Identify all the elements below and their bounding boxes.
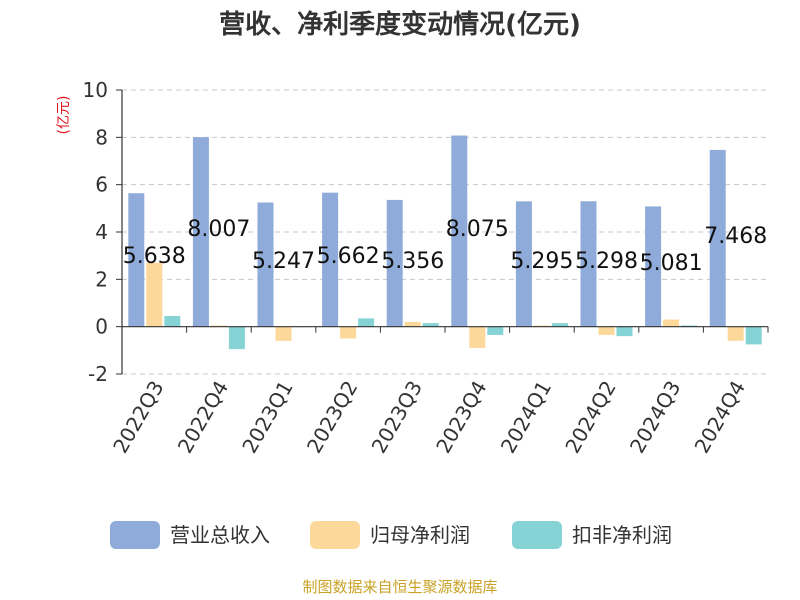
data-label-revenue: 8.007 — [187, 217, 250, 242]
x-tick-label: 2024Q3 — [625, 377, 685, 458]
bar-扣非净利润-2023Q3 — [422, 323, 439, 327]
bar-归母净利润-2023Q2 — [340, 326, 357, 339]
y-tick-labels: -2 0 2 4 6 8 10 — [83, 78, 108, 386]
y-tick-label: 10 — [83, 78, 108, 102]
data-label-revenue: 5.081 — [640, 251, 703, 276]
data-label-revenue: 5.638 — [123, 244, 186, 269]
grid-lines — [116, 89, 768, 375]
legend-item-1[interactable]: 归母净利润 — [310, 521, 470, 549]
x-tick-label: 2024Q2 — [560, 377, 620, 458]
y-tick-label: 4 — [95, 220, 108, 244]
bar-营业总收入-2023Q4 — [451, 135, 468, 327]
bar-归母净利润-2023Q4 — [469, 326, 486, 348]
legend-swatch — [110, 521, 160, 549]
legend-swatch — [310, 521, 360, 549]
data-label-revenue: 8.075 — [446, 217, 509, 242]
x-tick-label: 2024Q4 — [690, 377, 750, 458]
x-tick-label: 2023Q3 — [367, 377, 427, 458]
legend-label: 营业总收入 — [170, 523, 270, 547]
bar-扣非净利润-2024Q1 — [551, 323, 568, 327]
legend[interactable]: 营业总收入 归母净利润 扣非净利润 — [110, 521, 672, 549]
axes — [121, 90, 769, 374]
data-label-revenue: 5.356 — [381, 249, 444, 274]
bar-归母净利润-2023Q1 — [275, 326, 292, 341]
chart-title: 营收、净利季度变动情况(亿元) — [219, 9, 581, 40]
bar-营业总收入-2023Q1 — [257, 202, 274, 327]
y-tick-label: 2 — [95, 267, 108, 291]
legend-item-0[interactable]: 营业总收入 — [110, 521, 270, 549]
x-tick-label: 2024Q1 — [496, 377, 556, 458]
data-label-revenue: 5.662 — [317, 244, 380, 269]
bar-营业总收入-2024Q4 — [709, 149, 726, 327]
data-label-revenue: 5.247 — [252, 249, 315, 274]
bar-扣非净利润-2022Q4 — [228, 326, 245, 350]
data-label-revenue: 5.298 — [575, 249, 638, 274]
bar-营业总收入-2023Q3 — [386, 199, 403, 327]
bars — [128, 135, 762, 350]
bar-归母净利润-2024Q4 — [727, 326, 744, 341]
bar-营业总收入-2024Q2 — [580, 201, 597, 327]
bar-归母净利润-2024Q3 — [663, 319, 680, 327]
y-tick-label: 6 — [95, 173, 108, 197]
bar-归母净利润-2023Q3 — [404, 321, 421, 327]
y-tick-label: 0 — [95, 315, 108, 339]
y-axis-label: (亿元) — [56, 96, 72, 135]
x-tick-label: 2022Q3 — [108, 377, 168, 458]
legend-label: 归母净利润 — [370, 523, 470, 547]
bar-营业总收入-2023Q2 — [322, 192, 339, 327]
bar-扣非净利润-2024Q2 — [616, 326, 633, 337]
x-tick-label: 2023Q4 — [431, 377, 491, 458]
x-tick-label: 2023Q2 — [302, 377, 362, 458]
legend-item-2[interactable]: 扣非净利润 — [512, 521, 672, 549]
x-tick-labels: 2022Q3 2022Q4 2023Q1 2023Q2 2023Q3 2023Q4 2024… — [108, 377, 750, 458]
x-tick-label: 2023Q1 — [237, 377, 297, 458]
x-tick-label: 2022Q4 — [173, 377, 233, 458]
bar-营业总收入-2024Q3 — [645, 206, 662, 327]
y-tick-label: -2 — [88, 362, 108, 386]
bar-扣非净利润-2023Q4 — [487, 326, 504, 335]
legend-swatch — [512, 521, 562, 549]
data-label-revenue: 5.295 — [510, 249, 573, 274]
data-label-revenue: 7.468 — [704, 224, 767, 249]
source-note: 制图数据来自恒生聚源数据库 — [302, 578, 497, 596]
legend-label: 扣非净利润 — [572, 523, 672, 547]
bar-扣非净利润-2024Q4 — [745, 326, 762, 345]
bar-归母净利润-2022Q3 — [146, 262, 163, 327]
bar-归母净利润-2024Q2 — [598, 326, 615, 335]
bar-营业总收入-2022Q3 — [128, 193, 145, 327]
bar-扣非净利润-2022Q3 — [164, 316, 181, 327]
bar-营业总收入-2024Q1 — [515, 201, 532, 327]
bar-扣非净利润-2023Q2 — [358, 318, 375, 327]
bar-营业总收入-2022Q4 — [192, 137, 209, 327]
y-tick-label: 8 — [95, 125, 108, 149]
